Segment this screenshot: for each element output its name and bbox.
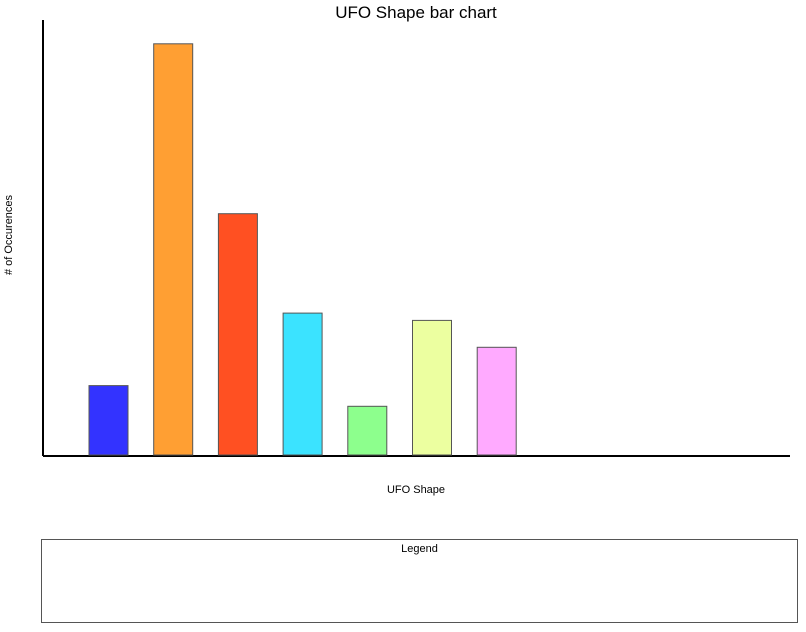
legend-title: Legend [401,543,438,555]
bar-4 [282,312,323,456]
bar-7 [476,346,517,456]
bar-2 [153,43,194,456]
bar-5 [347,405,388,456]
bar-series [88,43,517,456]
y-axis-label: # of Occurences [3,194,15,276]
bar-6 [412,319,452,456]
legend-box: Legend [41,539,798,623]
x-axis-label: UFO Shape [386,484,446,496]
chart-title: UFO Shape bar chart [335,3,497,22]
bar-3 [217,213,258,456]
bar-1 [88,385,129,456]
